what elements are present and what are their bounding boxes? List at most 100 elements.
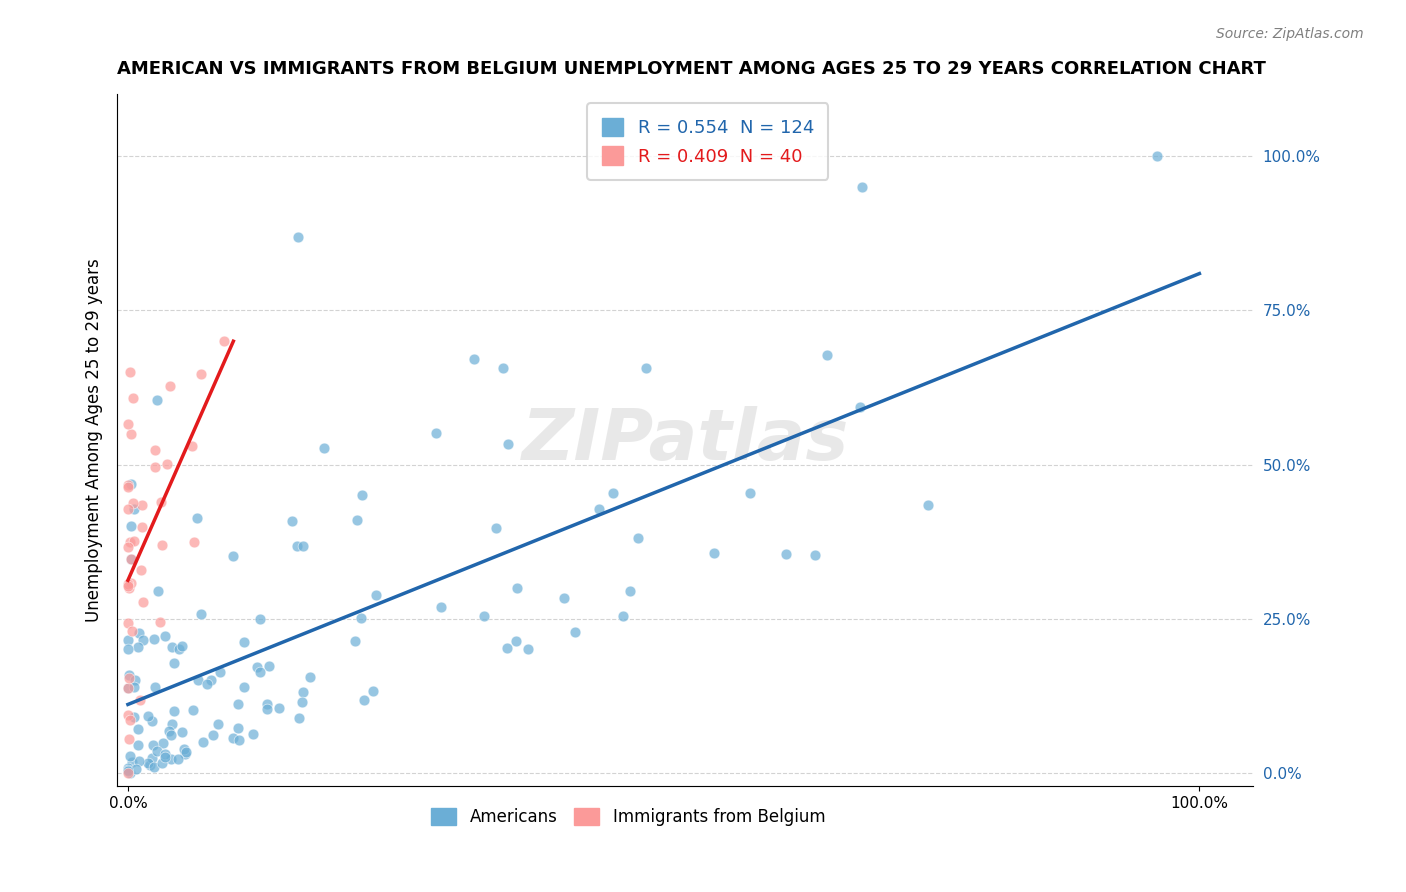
Point	[430, 599, 453, 614]
Point	[117, 632, 139, 647]
Point	[242, 727, 264, 741]
Point	[142, 760, 165, 774]
Point	[257, 659, 280, 673]
Point	[917, 498, 939, 512]
Text: Source: ZipAtlas.com: Source: ZipAtlas.com	[1216, 27, 1364, 41]
Point	[124, 673, 146, 687]
Point	[120, 551, 142, 566]
Point	[127, 640, 149, 654]
Point	[148, 584, 170, 599]
Point	[160, 640, 183, 654]
Point	[156, 457, 179, 471]
Text: AMERICAN VS IMMIGRANTS FROM BELGIUM UNEMPLOYMENT AMONG AGES 25 TO 29 YEARS CORRE: AMERICAN VS IMMIGRANTS FROM BELGIUM UNEM…	[117, 60, 1265, 78]
Point	[117, 480, 139, 494]
Point	[181, 439, 204, 453]
Point	[141, 751, 163, 765]
Point	[121, 624, 143, 638]
Point	[851, 180, 873, 194]
Point	[256, 697, 278, 711]
Point	[353, 693, 375, 707]
Point	[738, 486, 761, 500]
Text: ZIPatlas: ZIPatlas	[522, 406, 849, 475]
Point	[202, 728, 225, 742]
Point	[170, 639, 193, 653]
Point	[361, 684, 384, 698]
Point	[122, 534, 145, 549]
Point	[143, 459, 166, 474]
Point	[121, 391, 143, 405]
Point	[118, 671, 141, 685]
Point	[172, 725, 194, 739]
Point	[127, 738, 149, 752]
Point	[173, 742, 195, 756]
Point	[143, 443, 166, 458]
Point	[269, 701, 291, 715]
Point	[485, 521, 508, 535]
Point	[200, 673, 222, 688]
Point	[118, 581, 141, 595]
Point	[174, 745, 197, 759]
Point	[150, 756, 173, 770]
Point	[117, 417, 139, 431]
Point	[117, 681, 139, 696]
Point	[118, 732, 141, 747]
Point	[228, 733, 250, 747]
Point	[292, 539, 315, 553]
Point	[167, 752, 190, 766]
Point	[117, 579, 139, 593]
Point	[118, 766, 141, 780]
Point	[117, 478, 139, 492]
Point	[190, 368, 212, 382]
Point	[160, 752, 183, 766]
Point	[125, 762, 148, 776]
Point	[564, 625, 586, 640]
Point	[118, 713, 141, 727]
Point	[157, 724, 180, 739]
Point	[207, 717, 229, 731]
Point	[136, 756, 159, 771]
Point	[132, 632, 155, 647]
Point	[496, 437, 519, 451]
Point	[364, 588, 387, 602]
Point	[232, 635, 254, 649]
Point	[226, 721, 249, 735]
Point	[505, 582, 527, 596]
Point	[350, 488, 373, 502]
Point	[118, 749, 141, 764]
Point	[122, 680, 145, 694]
Point	[128, 755, 150, 769]
Point	[142, 632, 165, 646]
Point	[232, 680, 254, 694]
Point	[187, 673, 209, 687]
Point	[350, 611, 373, 625]
Point	[117, 540, 139, 554]
Point	[117, 615, 139, 630]
Point	[287, 230, 309, 244]
Point	[120, 576, 142, 591]
Point	[117, 577, 139, 591]
Point	[132, 595, 155, 609]
Point	[142, 738, 165, 752]
Point	[153, 747, 176, 761]
Point	[117, 766, 139, 780]
Point	[588, 501, 610, 516]
Point	[815, 348, 838, 362]
Point	[280, 514, 302, 528]
Point	[141, 714, 163, 728]
Point	[120, 551, 142, 566]
Point	[129, 693, 152, 707]
Point	[153, 749, 176, 764]
Point	[249, 665, 271, 679]
Point	[472, 608, 495, 623]
Point	[222, 731, 245, 745]
Point	[288, 711, 311, 725]
Point	[848, 400, 870, 414]
Point	[299, 670, 322, 684]
Point	[131, 498, 153, 512]
Point	[163, 656, 186, 670]
Point	[222, 549, 245, 564]
Point	[150, 538, 173, 552]
Point	[256, 702, 278, 716]
Point	[124, 710, 146, 724]
Point	[183, 534, 205, 549]
